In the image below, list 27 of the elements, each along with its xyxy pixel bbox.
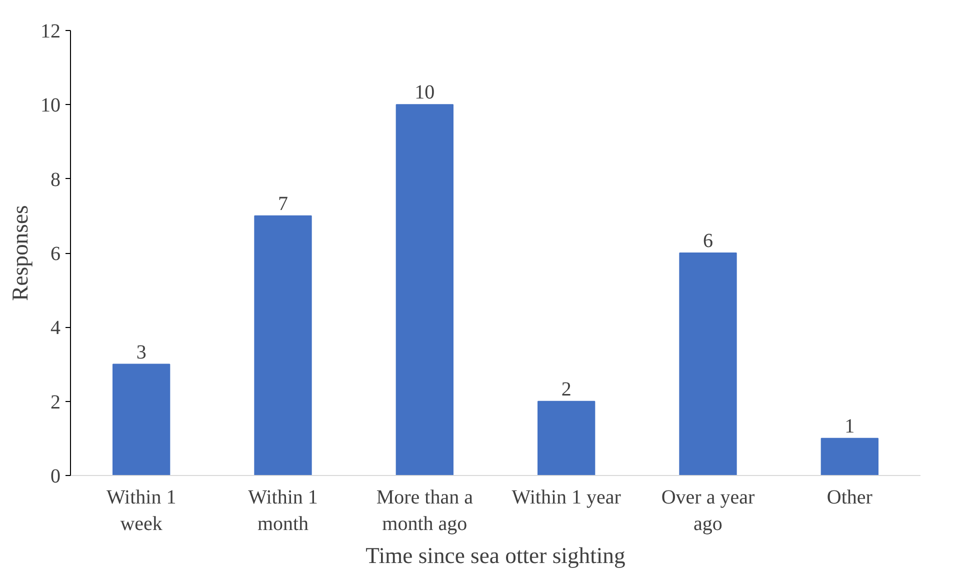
x-tick-label: Within 1 month: [248, 486, 318, 535]
data-label: 6: [703, 230, 713, 252]
x-tick-label: Within 1 week: [106, 486, 176, 535]
data-label: 2: [561, 378, 572, 400]
x-axis-title: Time since sea otter sighting: [366, 542, 626, 568]
y-tick-label: 6: [50, 243, 60, 265]
y-tick-label: 10: [40, 94, 60, 117]
data-label: 10: [414, 82, 435, 104]
bar: [254, 215, 312, 476]
x-tick-label: Other: [826, 486, 873, 508]
data-label: 1: [844, 415, 855, 438]
bar: [396, 104, 454, 476]
y-axis-title: Responses: [8, 205, 32, 301]
y-tick-label: 0: [50, 466, 60, 488]
x-tick-label: More than a month ago: [376, 486, 474, 535]
x-tick-label: Within 1 year: [512, 486, 622, 508]
y-tick-label: 4: [50, 317, 60, 340]
data-label: 7: [278, 192, 288, 215]
bar: [538, 400, 596, 476]
x-tick-label: Over a year ago: [661, 486, 755, 535]
y-tick-label: 2: [50, 391, 60, 414]
data-label: 3: [136, 341, 146, 364]
y-tick-label: 8: [50, 168, 60, 191]
bar: [112, 364, 170, 476]
bar: [820, 438, 878, 476]
bar: [679, 252, 737, 476]
y-tick-label: 12: [40, 20, 60, 42]
